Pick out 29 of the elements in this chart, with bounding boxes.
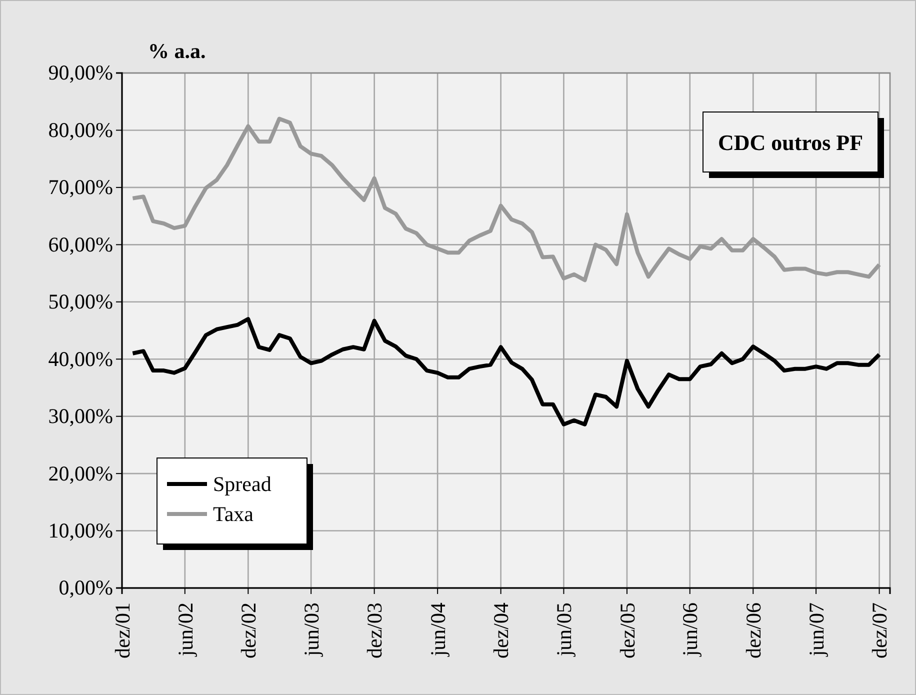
x-tick-label: jun/07	[804, 602, 828, 658]
x-tick-label: dez/03	[362, 602, 387, 658]
y-tick-label: 80,00%	[48, 118, 113, 142]
x-tick-label: dez/06	[741, 602, 766, 658]
y-tick-label: 90,00%	[48, 60, 113, 85]
y-tick-label: 50,00%	[48, 290, 113, 314]
x-tick-label: jun/02	[173, 602, 198, 658]
y-tick-label: 40,00%	[48, 346, 113, 371]
x-tick-label: dez/02	[236, 602, 261, 658]
x-tick-label: dez/01	[110, 602, 134, 658]
legend-label: Spread	[213, 472, 272, 496]
x-tick-label: jun/04	[426, 602, 450, 658]
x-tick-label: dez/04	[489, 602, 514, 658]
y-tick-label: 20,00%	[48, 461, 113, 486]
y-tick-label: 10,00%	[48, 518, 113, 542]
legend-label: Taxa	[213, 502, 254, 526]
x-tick-label: jun/03	[299, 602, 324, 658]
y-axis-title: % a.a.	[148, 39, 206, 63]
y-tick-label: 60,00%	[48, 232, 113, 256]
text: CDC outros PF	[718, 130, 864, 155]
x-tick-label: jun/05	[552, 602, 576, 658]
y-tick-label: 70,00%	[48, 175, 113, 200]
y-tick-label: 0,00%	[58, 576, 113, 600]
y-tick-label: 30,00%	[48, 404, 113, 428]
x-tick-label: dez/05	[615, 602, 640, 658]
line-series	[130, 317, 882, 426]
x-tick-label: dez/07	[868, 602, 892, 658]
line-series	[130, 116, 882, 282]
x-tick-label: jun/06	[678, 602, 702, 658]
